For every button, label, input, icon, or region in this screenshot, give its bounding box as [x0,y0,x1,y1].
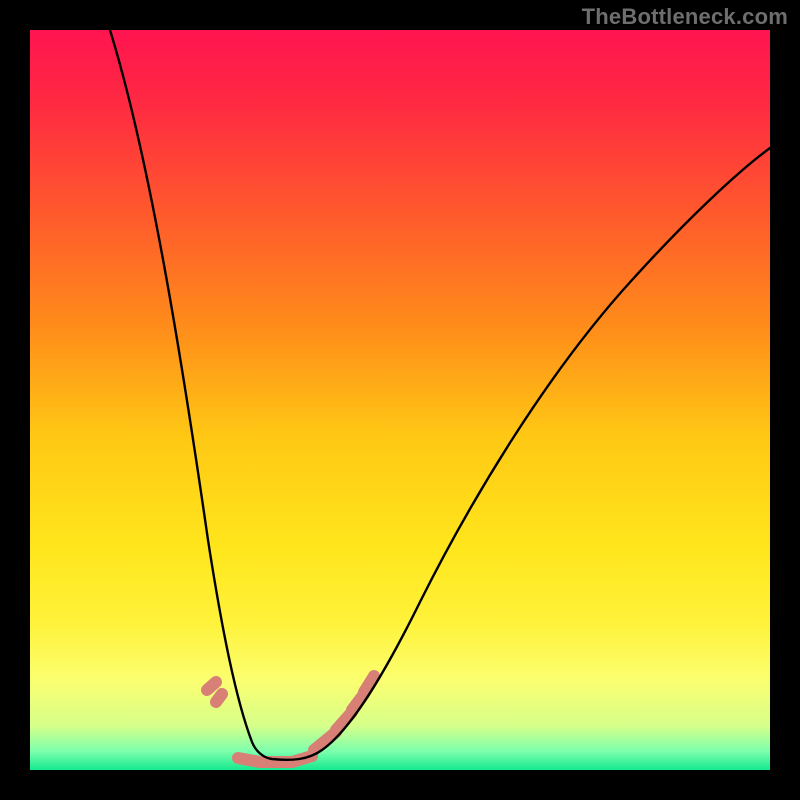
watermark-text: TheBottleneck.com [582,4,788,30]
bottleneck-curve-chart [0,0,800,800]
plot-background [30,30,770,770]
chart-frame: TheBottleneck.com [0,0,800,800]
